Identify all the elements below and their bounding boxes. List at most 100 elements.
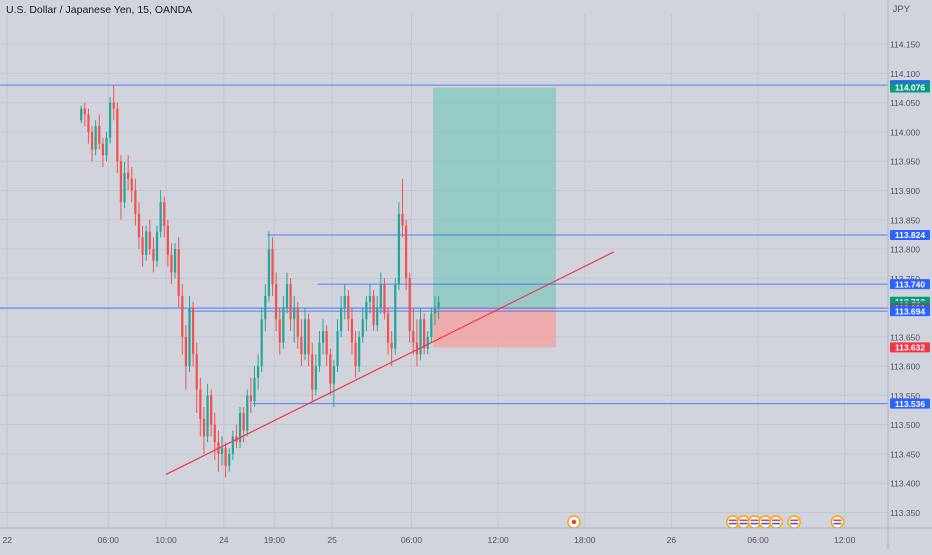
- trendline[interactable]: [165, 251, 614, 475]
- y-tick-label: 113.800: [890, 245, 920, 255]
- candle-body: [166, 225, 169, 255]
- candle-body: [361, 319, 364, 337]
- candle-body: [90, 131, 94, 150]
- candle-body: [332, 366, 336, 384]
- flag-stripe-icon: [790, 522, 799, 525]
- candle-body: [271, 249, 274, 285]
- price-label-box: [890, 82, 930, 93]
- candle-body: [293, 307, 296, 320]
- price-label-box: [890, 398, 930, 409]
- candle-body: [278, 319, 281, 343]
- price-label-text: 113.740: [895, 279, 926, 289]
- candle-body: [134, 190, 137, 214]
- candle-body: [253, 377, 256, 402]
- candle-body: [105, 137, 108, 156]
- us-flag-event-icon[interactable]: [787, 515, 801, 529]
- currency-label: JPY: [892, 4, 910, 15]
- candle-body: [163, 202, 166, 226]
- price-label-box: [890, 279, 930, 290]
- loss-zone[interactable]: [433, 308, 556, 348]
- candle-body: [188, 307, 191, 367]
- candle-body: [372, 295, 375, 326]
- price-label-text: 113.694: [895, 306, 926, 316]
- price-label-box: [890, 342, 930, 353]
- candle-body: [256, 366, 260, 378]
- candle-body: [264, 295, 267, 320]
- candle-body: [112, 102, 115, 109]
- candle-body: [83, 108, 86, 115]
- chart-title: U.S. Dollar / Japanese Yen, 15, OANDA: [6, 4, 193, 16]
- candle-body: [404, 225, 408, 279]
- price-label-box: [890, 229, 930, 240]
- candle-body: [303, 319, 307, 355]
- candle-body: [249, 395, 252, 402]
- candle-body: [228, 453, 231, 466]
- candles: [80, 85, 440, 478]
- candle-body: [329, 354, 332, 384]
- candle-body: [300, 336, 303, 355]
- candle-body: [358, 336, 361, 367]
- candle-body: [173, 249, 177, 273]
- position-tool[interactable]: [433, 87, 556, 348]
- price-labels: 114.080114.076113.824113.740113.71006:53…: [890, 80, 930, 409]
- trendline-layer[interactable]: [165, 251, 614, 475]
- x-tick-label: 22: [2, 535, 12, 545]
- candle-body: [311, 354, 314, 390]
- candle-body: [127, 172, 130, 179]
- candle-body: [336, 331, 339, 367]
- price-label-text: 113.824: [895, 230, 926, 240]
- x-tick-label: 26: [667, 535, 677, 545]
- candle-body: [177, 249, 180, 296]
- flag-stripe-icon: [833, 522, 842, 525]
- us-flag-event-icon[interactable]: [769, 515, 783, 529]
- candle-body: [199, 389, 202, 419]
- y-tick-label: 113.900: [890, 186, 920, 196]
- candle-body: [430, 313, 433, 337]
- candle-body: [238, 412, 242, 443]
- candle-body: [390, 342, 393, 349]
- y-tick-label: 113.850: [890, 215, 920, 225]
- candle-body: [155, 231, 159, 261]
- y-tick-label: 113.550: [890, 391, 920, 401]
- price-label-text: 113.536: [895, 399, 926, 409]
- x-tick-label: 24: [219, 535, 229, 545]
- event-markers[interactable]: [567, 515, 845, 529]
- horizontal-lines[interactable]: [0, 84, 888, 405]
- alert-event-dot-icon: [571, 519, 577, 525]
- profit-zone[interactable]: [433, 87, 556, 309]
- candle-body: [119, 161, 123, 203]
- candle-body: [94, 126, 97, 150]
- candle-body: [152, 249, 155, 261]
- candle-body: [321, 331, 325, 343]
- candle-body: [220, 448, 224, 454]
- us-flag-event-icon[interactable]: [830, 515, 845, 529]
- price-label-text: 113.632: [895, 343, 926, 353]
- candle-body: [224, 448, 227, 466]
- candle-body: [401, 213, 404, 226]
- y-tick-label: 114.050: [890, 98, 920, 108]
- candle-body: [285, 284, 289, 308]
- flag-stripe-icon: [750, 522, 759, 525]
- candle-body: [210, 395, 213, 425]
- flag-stripe-icon: [761, 522, 770, 525]
- x-tick-label: 10:00: [155, 535, 177, 545]
- candle-body: [340, 307, 343, 332]
- candle-body: [101, 143, 104, 156]
- candle-body: [386, 313, 390, 343]
- y-tick-label: 114.100: [890, 69, 920, 79]
- candle-body: [394, 284, 397, 349]
- y-tick-label: 113.500: [890, 420, 920, 430]
- candle-body: [141, 237, 144, 255]
- candle-body: [423, 319, 426, 349]
- candle-body: [318, 342, 321, 367]
- x-tick-label: 06:00: [98, 535, 120, 545]
- flag-stripe-icon: [728, 519, 737, 522]
- candle-body: [354, 342, 357, 367]
- candle-body: [116, 108, 119, 162]
- candle-body: [246, 395, 249, 431]
- candle-body: [314, 366, 317, 390]
- candle-body: [426, 336, 429, 349]
